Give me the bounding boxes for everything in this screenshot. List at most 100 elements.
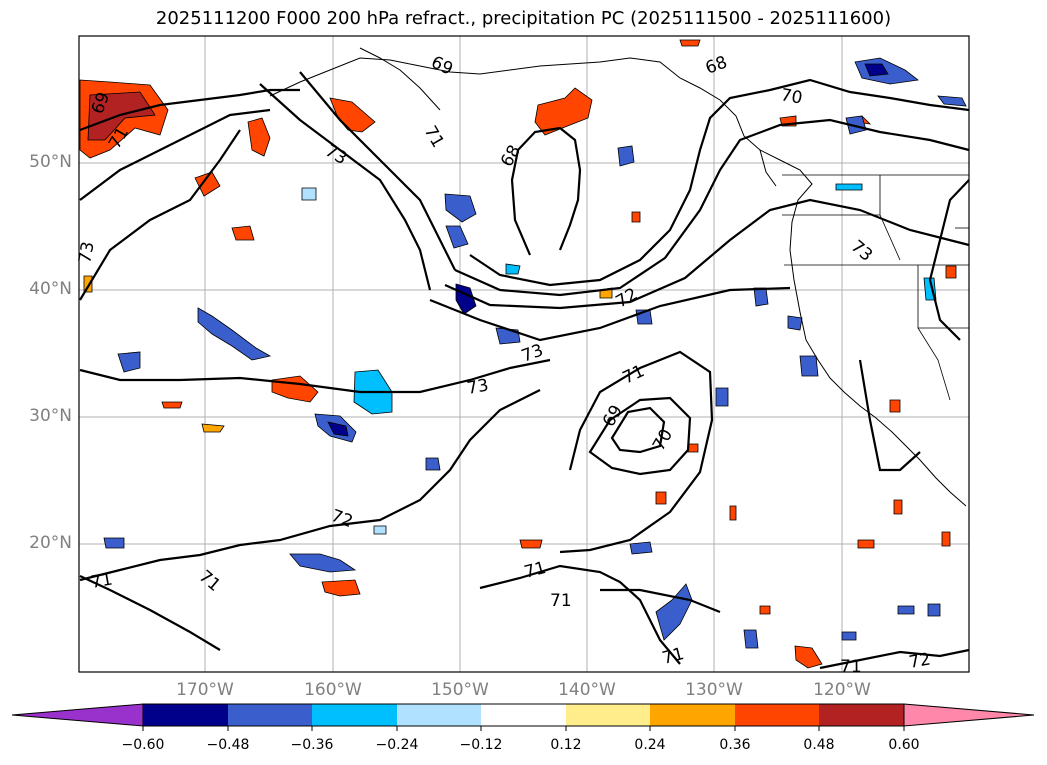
contour-72b [429, 286, 791, 342]
precip-patch [231, 225, 255, 241]
map-title: 2025111200 F000 200 hPa refract., precip… [155, 8, 892, 29]
precip-patch [941, 531, 951, 547]
colorbar-bin [566, 704, 650, 726]
precip-patch [444, 193, 477, 223]
refractivity-contours [79, 71, 970, 670]
lon-label: 130°W [685, 680, 743, 700]
precip-patch [373, 525, 387, 535]
precip-patch [841, 631, 857, 641]
precip-patch [327, 421, 349, 437]
contour-label: 73 [75, 240, 98, 265]
graticule [79, 36, 969, 672]
contour-73 [259, 83, 432, 291]
precip-patch [321, 579, 361, 597]
precip-patch [687, 443, 699, 453]
precip-negative-patches [103, 57, 967, 649]
colorbar-bin [143, 704, 228, 726]
contour-71-south [479, 564, 681, 665]
contour-71-southeast [819, 648, 970, 670]
colorbar-tick-label: −0.60 [121, 737, 165, 753]
contour-label: 71 [550, 591, 572, 611]
contour-label: 73 [465, 375, 490, 398]
precip-patch [117, 351, 141, 373]
precip-patch [103, 537, 125, 549]
colorbar-tick-label: 0.36 [719, 737, 751, 753]
border-california-arizona [917, 327, 951, 401]
precip-patch [534, 87, 593, 136]
precip-patch [289, 553, 357, 573]
contour-70-north [79, 88, 300, 132]
contour-70 [469, 78, 970, 287]
precip-patch [794, 645, 823, 669]
colorbar-bin [228, 704, 312, 726]
contour-71-southwest [79, 575, 221, 651]
colorbar-bin [481, 704, 566, 726]
precip-patch [679, 39, 701, 47]
contour-label: 72 [907, 649, 932, 672]
colorbar [11, 703, 1035, 731]
precip-patch [631, 211, 641, 223]
colorbar-tick-label: −0.24 [375, 737, 419, 753]
colorbar-outline [142, 703, 905, 727]
colorbar-tick-label: −0.12 [459, 737, 503, 753]
contour-71-north [79, 108, 271, 201]
precip-patch [201, 423, 225, 433]
contour-72 [444, 198, 970, 310]
colorbar-extend-high [903, 703, 1035, 727]
coastline-vancouver [759, 149, 777, 187]
contour-70-low [588, 396, 692, 476]
contour-71-low [559, 350, 714, 554]
lon-label: 140°W [558, 680, 616, 700]
colorbar-tick-label: 0.60 [888, 737, 920, 753]
colorbar-tick-label: 0.48 [803, 737, 835, 753]
precip-patch [889, 399, 901, 413]
precip-patch [161, 401, 183, 409]
contour-71-south2 [600, 588, 721, 614]
precip-patch [759, 605, 771, 615]
lat-label: 30°N [29, 406, 72, 426]
colorbar-bin [650, 704, 735, 726]
precip-patch [197, 307, 272, 361]
lat-label: 20°N [29, 533, 72, 553]
contour-73-south [79, 358, 551, 394]
lat-label: 50°N [29, 152, 72, 172]
precip-patch [799, 355, 819, 377]
colorbar-bin [397, 704, 481, 726]
state-borders [782, 174, 969, 401]
contour-label: 70 [779, 85, 804, 108]
precip-patch [857, 539, 875, 549]
colorbar-bin [735, 704, 819, 726]
lon-label: 120°W [813, 680, 871, 700]
contour-71-west [299, 71, 456, 271]
precip-patch [897, 605, 915, 615]
map-frame [78, 35, 970, 673]
precip-patch [655, 491, 667, 505]
precip-patch [729, 505, 737, 521]
colorbar-tick-label: 0.12 [550, 737, 582, 753]
precip-patch [519, 539, 543, 549]
contour-73-far-east [928, 179, 970, 341]
precip-patch [787, 315, 803, 331]
map-plot-area [79, 36, 969, 672]
precip-patch [743, 629, 759, 649]
lon-label: 170°W [176, 680, 234, 700]
precip-patch [629, 541, 653, 555]
colorbar-bin [819, 704, 904, 726]
precip-patch [893, 499, 903, 515]
precip-patch [425, 457, 441, 471]
contour-72-south [79, 389, 541, 582]
colorbar-tick-label: −0.48 [206, 737, 250, 753]
precip-patch [845, 115, 867, 135]
contour-71 [454, 118, 970, 297]
precip-positive-patches [79, 39, 957, 669]
colorbar-bin [312, 704, 397, 726]
border-oregon-idaho [879, 214, 901, 261]
precip-patch [505, 263, 521, 275]
precip-patch [864, 63, 889, 77]
colorbar-extend-low [11, 703, 144, 727]
precip-patch [715, 387, 729, 407]
contour-label: 71 [89, 569, 114, 592]
precip-patch [87, 91, 156, 141]
coastline-alaska-peninsula [359, 47, 441, 111]
